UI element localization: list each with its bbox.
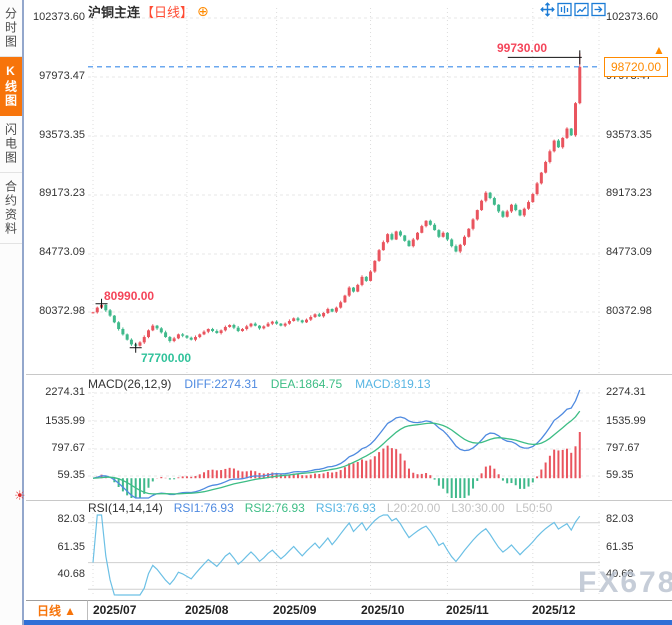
main-right-axis-tick: 102373.60 [606,11,658,23]
trend-draw-icon[interactable] [574,2,589,17]
range-stats-icon[interactable] [557,2,572,17]
macd-left-axis-tick: 797.67 [51,442,85,454]
macd-right-axis-tick: 59.35 [606,469,634,481]
x-axis-label: 2025/07 [93,603,137,617]
main-right-axis-tick: 84773.09 [606,246,652,258]
macd-left-axis-tick: 1535.99 [45,415,85,427]
crosshair-icon[interactable] [540,2,555,17]
rsi2-value: RSI2:76.93 [244,501,305,515]
pane-separator [26,374,672,375]
chart-title: 沪铜主连 【日线】 ⊕ [88,2,209,21]
macd-name: MACD(26,12,9) [88,377,172,391]
main-left-axis-tick: 89173.23 [39,187,85,199]
macd-diff-value: DIFF:2274.31 [184,377,258,391]
x-axis-row [26,600,672,620]
period-selector-arrow: ▲ [64,603,76,618]
rsi-chart[interactable] [88,513,600,597]
main-left-axis-tick: 93573.35 [39,129,85,141]
main-right-axis-tick: 80372.98 [606,305,652,317]
july-high-label: 80990.00 [104,289,155,303]
main-left-axis-tick: 102373.60 [33,11,85,23]
page-forward-icon[interactable] [591,2,606,17]
main-left-axis-tick: 80372.98 [39,305,85,317]
rsi-right-axis-tick: 61.35 [606,541,634,553]
x-axis-label: 2025/11 [446,603,489,617]
macd-dea-value: DEA:1864.75 [270,377,343,391]
macd-chart[interactable] [88,388,600,500]
sidebar-tab-lightning[interactable]: 闪电图 [0,116,22,173]
x-axis-label: 2025/10 [361,603,405,617]
macd-right-axis-tick: 1535.99 [606,415,646,427]
macd-left-axis-tick: 59.35 [57,469,85,481]
macd-macd-value: MACD:819.13 [355,377,431,391]
pane-separator [26,500,672,501]
macd-right-axis-tick: 797.67 [606,442,640,454]
period-tag: 【日线】 [141,5,194,20]
rsi-left-axis-tick: 61.35 [57,541,85,553]
macd-right-axis-tick: 2274.31 [606,386,646,398]
x-axis-label: 2025/08 [185,603,229,617]
sidebar-tab-kline[interactable]: K线图 [0,57,22,116]
bottom-blue-strip [24,620,672,625]
rsi-l30-value: L30:30.00 [451,501,505,515]
candlestick-chart[interactable] [88,8,600,374]
x-axis-label: 2025/12 [532,603,576,617]
price-up-arrow-icon: ▲ [653,43,665,57]
main-left-axis-tick: 97973.47 [39,70,85,82]
period-high-label: 99730.00 [497,41,548,55]
sidebar: 分时图 K线图 闪电图 合约资料 [0,0,24,625]
rsi-l50-value: L50:50 [515,501,553,515]
rsi3-value: RSI3:76.93 [315,501,376,515]
macd-header: MACD(26,12,9) DIFF:2274.31 DEA:1864.75 M… [88,377,431,391]
rsi-left-axis-tick: 40.68 [57,568,85,580]
current-price-badge: 98720.00 [604,57,668,77]
sidebar-tab-contract-info[interactable]: 合约资料 [0,173,22,244]
period-selector-label: 日线 [37,604,62,618]
rsi-left-axis-tick: 82.03 [57,513,85,525]
indicator-settings-icon[interactable]: ☀ [14,488,26,503]
main-left-axis-tick: 84773.09 [39,246,85,258]
rsi-right-axis-tick: 82.03 [606,513,634,525]
period-low-label: 77700.00 [141,351,192,365]
expand-icon[interactable]: ⊕ [197,3,209,19]
rsi-header: RSI(14,14,14) RSI1:76.93 RSI2:76.93 RSI3… [88,501,552,515]
x-axis-label: 2025/09 [273,603,317,617]
sidebar-tab-time-share[interactable]: 分时图 [0,0,22,57]
rsi-l20-value: L20:20.00 [386,501,441,515]
macd-left-axis-tick: 2274.31 [45,386,85,398]
main-right-axis-tick: 93573.35 [606,129,652,141]
period-selector[interactable]: 日线 ▲ [26,600,88,620]
chart-toolbar [540,2,606,17]
rsi1-value: RSI1:76.93 [173,501,234,515]
rsi-right-axis-tick: 40.68 [606,568,634,580]
main-right-axis-tick: 89173.23 [606,187,652,199]
rsi-name: RSI(14,14,14) [88,501,163,515]
symbol-name: 沪铜主连 [88,5,141,20]
